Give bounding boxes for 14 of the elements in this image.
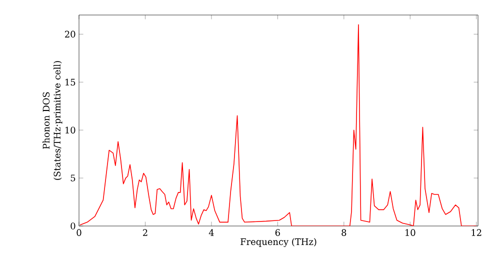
x-tick-label: 0	[76, 229, 82, 236]
x-tick-label: 4	[208, 229, 214, 236]
x-tick-label: 10	[406, 229, 416, 236]
x-tick-label: 2	[142, 229, 148, 236]
x-tick-label: 12	[472, 229, 482, 236]
y-tick-label: 15	[66, 78, 76, 86]
y-tick-label: 0	[70, 222, 76, 230]
y-axis-title: Phonon DOS (States/THz·primitive cell)	[42, 61, 62, 180]
x-tick-label: 8	[342, 229, 346, 236]
x-tick-label: 6	[275, 229, 280, 236]
y-tick-label: 20	[65, 30, 76, 38]
x-axis-title: Frequency (THz)	[240, 238, 316, 247]
y-tick-label: 10	[66, 126, 76, 134]
y-tick-label: 5	[70, 174, 76, 182]
